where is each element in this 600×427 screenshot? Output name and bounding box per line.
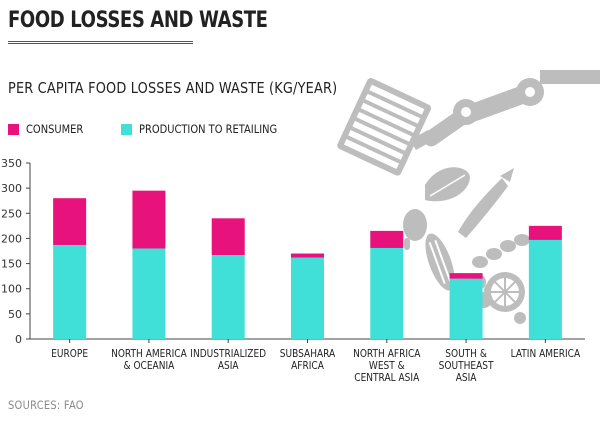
x-category-label: LATIN AMERICA	[511, 348, 581, 360]
x-category-label: NORTH AMERICA	[111, 348, 187, 360]
legend-item-production: PRODUCTION TO RETAILING	[120, 122, 300, 136]
sausage-icon	[472, 234, 530, 268]
x-category-label: ASIA	[456, 372, 477, 384]
chart-subtitle: PER CAPITA FOOD LOSSES AND WASTE (KG/YEA…	[8, 79, 338, 97]
x-category-label: WEST &	[369, 360, 405, 372]
bar-consumer	[291, 253, 324, 258]
leaf-icon	[425, 167, 470, 202]
x-category-label: CENTRAL ASIA	[354, 372, 419, 384]
bar-production	[291, 257, 324, 339]
legend-item-consumer: CONSUMER	[8, 122, 93, 136]
x-category-label: AFRICA	[291, 360, 324, 372]
citrus-icon	[485, 272, 525, 312]
y-tick-label: 50	[8, 308, 22, 321]
x-category-label: SOUTHEAST	[439, 360, 494, 372]
bar-consumer	[53, 198, 87, 245]
title-underline	[8, 41, 193, 44]
source-note: SOURCES: FAO	[8, 398, 84, 412]
bar-production	[53, 244, 87, 339]
bar-production	[211, 255, 245, 339]
x-category-label: EUROPE	[51, 348, 88, 360]
corn-icon	[425, 233, 455, 291]
bar-production	[528, 239, 562, 339]
chart-legend: CONSUMER PRODUCTION TO RETAILING	[8, 122, 327, 136]
x-category-label: SOUTH &	[445, 348, 487, 360]
bar-consumer	[132, 190, 166, 249]
legend-swatch-production	[120, 123, 132, 135]
y-tick-label: 100	[1, 283, 22, 296]
tray-icon	[337, 77, 432, 176]
legend-label-production: PRODUCTION TO RETAILING	[138, 122, 277, 136]
legend-label-consumer: CONSUMER	[26, 122, 84, 136]
y-tick-label: 250	[1, 207, 22, 220]
y-tick-label: 350	[1, 157, 22, 170]
x-category-label: SUBSAHARA	[280, 348, 336, 360]
page-title: FOOD LOSSES AND WASTE	[8, 8, 268, 33]
legend-swatch-consumer	[8, 123, 19, 135]
x-category-label: NORTH AFRICA	[353, 348, 421, 360]
y-tick-label: 150	[1, 258, 22, 271]
bar-consumer	[370, 230, 404, 248]
bar-production	[449, 278, 483, 339]
x-category-label: & OCEANIA	[124, 360, 175, 372]
bar-consumer	[449, 273, 483, 279]
y-tick-label: 0	[15, 333, 22, 346]
bar-production	[370, 247, 404, 339]
bar-production	[132, 248, 166, 339]
bar-consumer	[211, 218, 245, 256]
y-tick-label: 300	[1, 182, 22, 195]
bar-consumer	[528, 225, 562, 240]
x-category-label: INDUSTRIALIZED	[190, 348, 266, 360]
fish-icon	[458, 168, 514, 238]
robot-arm-icon	[410, 70, 600, 150]
x-category-label: ASIA	[218, 360, 239, 372]
y-tick-label: 200	[1, 232, 22, 245]
drumstick-icon	[403, 209, 427, 250]
nut-icon	[514, 312, 526, 324]
